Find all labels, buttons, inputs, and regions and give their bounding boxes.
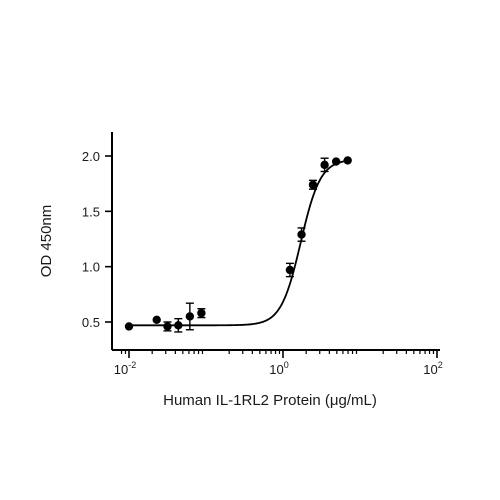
y-tick-label: 1.0 xyxy=(82,260,100,275)
x-axis-title: Human IL-1RL2 Protein (μg/mL) xyxy=(163,392,377,409)
data-point xyxy=(297,230,306,239)
x-ticks: 10-2 100 102 xyxy=(114,350,443,377)
data-point xyxy=(308,180,318,189)
data-point xyxy=(320,160,329,170)
y-tick-label: 0.5 xyxy=(82,315,100,330)
data-point xyxy=(174,321,183,330)
data-point xyxy=(124,322,134,331)
data-point xyxy=(185,312,195,321)
x-minor-ticks xyxy=(120,350,435,354)
x-tick-label: 102 xyxy=(423,360,442,377)
data-point xyxy=(285,265,295,275)
data-point xyxy=(152,315,161,324)
x-tick-label: 100 xyxy=(269,360,288,377)
x-tick-label: 10-2 xyxy=(114,360,136,377)
data-point xyxy=(331,157,341,166)
data-point xyxy=(343,156,352,165)
data-point xyxy=(163,322,172,331)
y-tick-label: 1.5 xyxy=(82,204,100,219)
y-ticks: 0.5 1.0 1.5 2.0 xyxy=(82,149,112,330)
data-points xyxy=(124,156,352,333)
axes xyxy=(111,132,440,351)
data-point xyxy=(197,308,206,318)
y-tick-label: 2.0 xyxy=(82,149,100,164)
y-axis-title: OD 450nm xyxy=(38,205,55,278)
